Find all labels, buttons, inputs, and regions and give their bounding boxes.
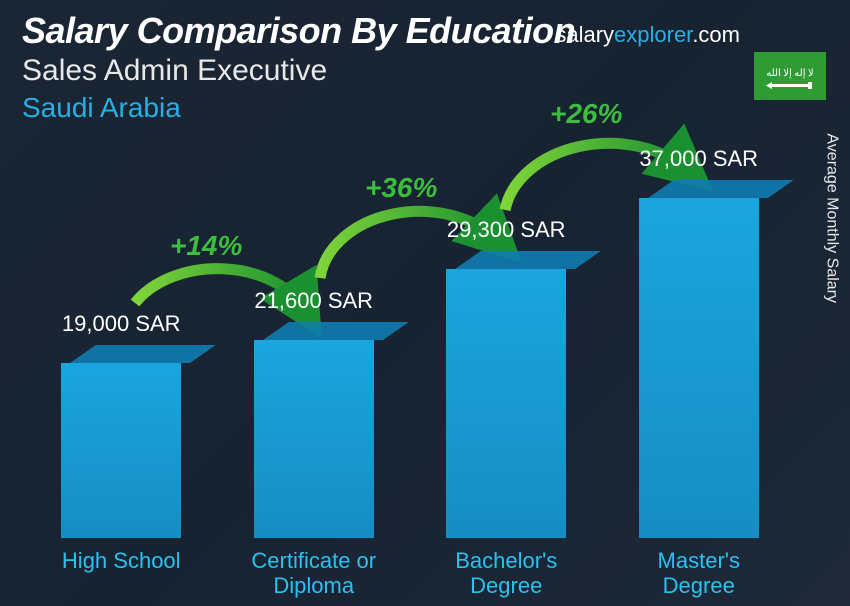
- bar-value: 37,000 SAR: [639, 146, 758, 172]
- bar-top: [648, 180, 794, 198]
- bar-label: Master'sDegree: [609, 548, 789, 599]
- bar-top: [263, 322, 409, 340]
- chart-country: Saudi Arabia: [22, 92, 575, 124]
- bars-container: 19,000 SARHigh School21,600 SARCertifica…: [40, 155, 780, 538]
- bar-label: Certificate orDiploma: [224, 548, 404, 599]
- bar-front: [639, 198, 759, 538]
- bar-front: [61, 363, 181, 538]
- brand-logo: salaryexplorer.com: [555, 22, 740, 48]
- bar-group: 29,300 SARBachelor'sDegree: [425, 155, 588, 538]
- bar: [639, 180, 759, 538]
- bar-value: 21,600 SAR: [254, 288, 373, 314]
- bar-label: High School: [31, 548, 211, 573]
- brand-text-1: salary: [555, 22, 614, 47]
- y-axis-label: Average Monthly Salary: [823, 133, 841, 303]
- brand-text-accent: explorer: [614, 22, 692, 47]
- flag-sword: [770, 84, 810, 87]
- bar-value: 19,000 SAR: [62, 311, 181, 337]
- bar-top: [70, 345, 216, 363]
- country-flag: لا إله إلا الله: [754, 52, 826, 100]
- chart-title: Salary Comparison By Education: [22, 10, 575, 52]
- flag-script: لا إله إلا الله: [766, 68, 813, 79]
- bar-group: 19,000 SARHigh School: [40, 155, 203, 538]
- bar-top: [455, 251, 601, 269]
- bar-front: [446, 269, 566, 538]
- bar: [446, 251, 566, 538]
- flag-sword-hilt: [808, 82, 812, 89]
- chart-area: 19,000 SARHigh School21,600 SARCertifica…: [40, 155, 780, 538]
- chart-subtitle: Sales Admin Executive: [22, 54, 575, 88]
- bar-group: 37,000 SARMaster'sDegree: [618, 155, 781, 538]
- bar: [61, 345, 181, 538]
- bar-front: [254, 340, 374, 538]
- bar: [254, 322, 374, 538]
- brand-text-tld: .com: [692, 22, 740, 47]
- bar-label: Bachelor'sDegree: [416, 548, 596, 599]
- bar-value: 29,300 SAR: [447, 217, 566, 243]
- bar-group: 21,600 SARCertificate orDiploma: [233, 155, 396, 538]
